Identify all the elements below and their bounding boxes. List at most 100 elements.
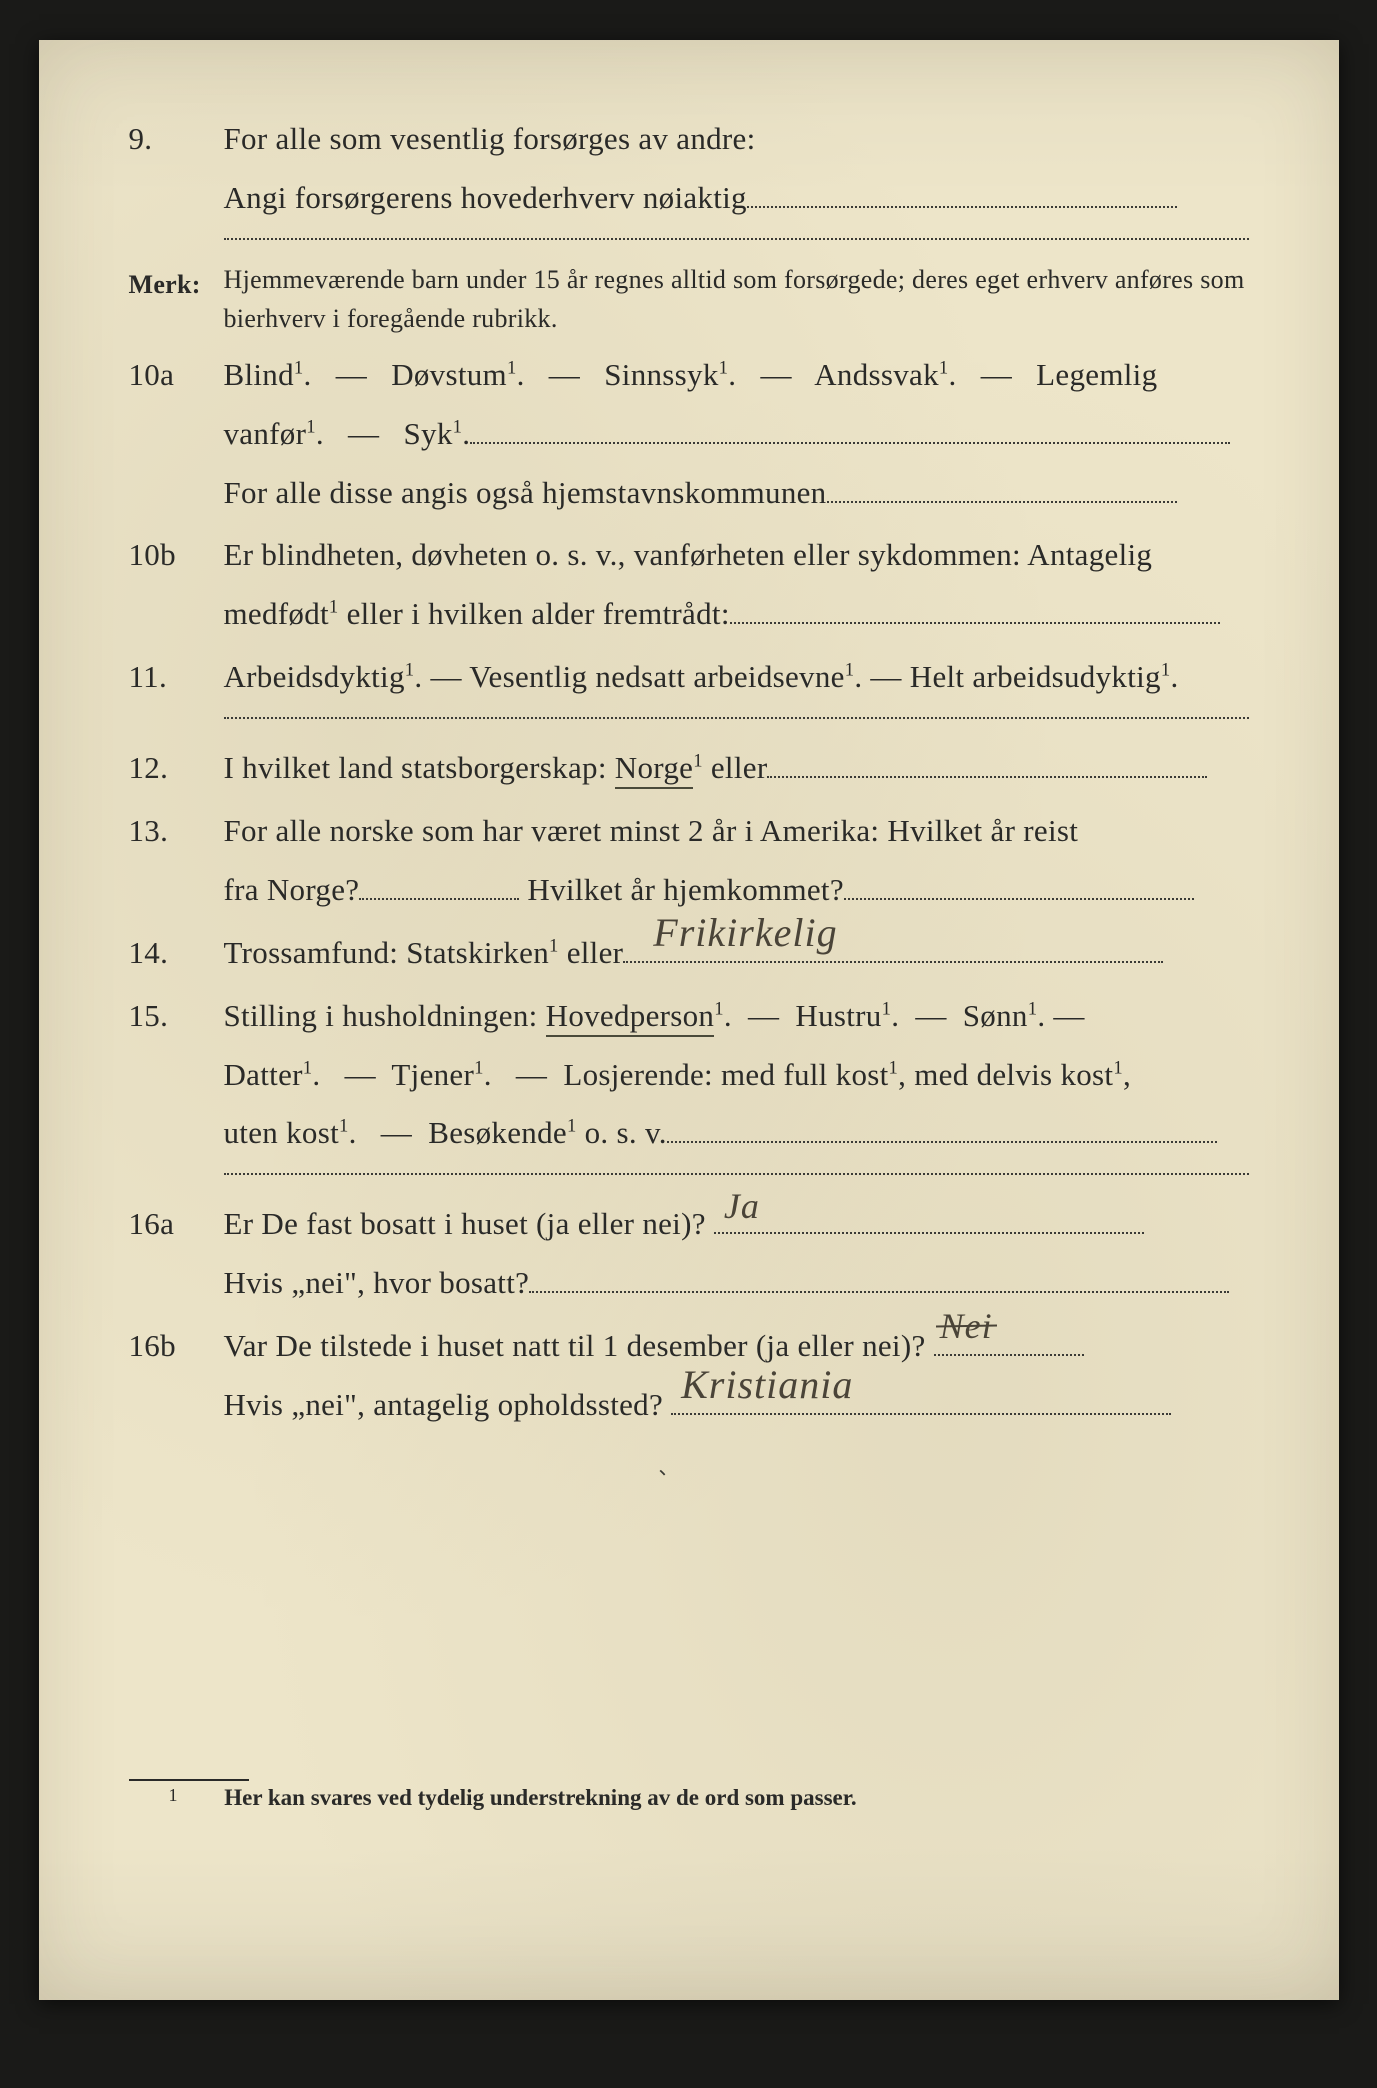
question-10a: 10a Blind1. — Døvstum1. — Sinnssyk1. — A… xyxy=(129,346,1249,523)
q14-or: eller xyxy=(559,935,624,970)
q10b-line1: Er blindheten, døvheten o. s. v., vanfør… xyxy=(224,537,1153,572)
q16a-number: 16a xyxy=(129,1195,224,1254)
q14-fill: Frikirkelig xyxy=(623,933,1163,963)
sup: 1 xyxy=(714,998,724,1019)
sup: 1 xyxy=(889,1057,899,1078)
footnote-number: 1 xyxy=(169,1785,219,1806)
dash: — xyxy=(752,357,799,392)
sup: 1 xyxy=(405,660,415,681)
q10b-fill xyxy=(730,594,1220,624)
q12-fill xyxy=(767,748,1207,778)
q11-c: Helt arbeidsudyktig xyxy=(910,659,1161,694)
sup: 1 xyxy=(474,1057,484,1078)
sup: 1 xyxy=(339,1116,349,1137)
q10a-syk: Syk xyxy=(404,416,453,451)
sup: 1 xyxy=(719,357,729,378)
q9-line2: Angi forsørgerens hovederhverv nøiaktig xyxy=(224,180,747,215)
q15-datter: Datter xyxy=(224,1057,303,1092)
sup: 1 xyxy=(693,751,703,772)
q16a-line2: Hvis „nei", hvor bosatt? xyxy=(224,1265,530,1300)
q10a-opt1: Blind xyxy=(224,357,294,392)
q15-body: Stilling i husholdningen: Hovedperson1. … xyxy=(224,987,1249,1164)
sup: 1 xyxy=(567,1116,577,1137)
q16b-fill-1: Nei xyxy=(934,1326,1084,1356)
q15-fill xyxy=(667,1114,1217,1144)
note-merk: Merk: Hjemmeværende barn under 15 år reg… xyxy=(129,260,1249,338)
q9-rule xyxy=(224,238,1249,240)
q15-besok: Besøkende xyxy=(428,1115,567,1150)
footnote: 1 Her kan svares ved tydelig understrekn… xyxy=(129,1785,1249,1811)
question-10b: 10b Er blindheten, døvheten o. s. v., va… xyxy=(129,526,1249,644)
q10a-fill-2 xyxy=(827,473,1177,503)
sup: 1 xyxy=(507,357,517,378)
q15-uten: uten kost xyxy=(224,1115,340,1150)
q9-body: For alle som vesentlig forsørges av andr… xyxy=(224,110,1249,228)
q10a-vanfor: vanfør xyxy=(224,416,307,451)
q16b-line2: Hvis „nei", antagelig opholdssted? xyxy=(224,1387,672,1422)
footnote-text: Her kan svares ved tydelig understreknin… xyxy=(224,1785,856,1810)
q16b-number: 16b xyxy=(129,1317,224,1376)
q11-body: Arbeidsdyktig1. — Vesentlig nedsatt arbe… xyxy=(224,648,1249,707)
dash: — xyxy=(328,357,375,392)
stray-mark: 、 xyxy=(659,1451,679,1480)
q12-or: eller xyxy=(703,750,768,785)
q15-hoved-underlined: Hovedperson xyxy=(546,998,715,1037)
document-page: 9. For alle som vesentlig forsørges av a… xyxy=(39,40,1339,2000)
q10a-opt3: Sinnssyk xyxy=(604,357,718,392)
q9-fill-line xyxy=(747,178,1177,208)
q14-answer: Frikirkelig xyxy=(653,895,837,971)
q12-norge-underlined: Norge xyxy=(615,750,693,789)
question-16b: 16b Var De tilstede i huset natt til 1 d… xyxy=(129,1317,1249,1435)
q15-tjener: Tjener xyxy=(391,1057,474,1092)
q16a-body: Er De fast bosatt i huset (ja eller nei)… xyxy=(224,1195,1249,1313)
question-14: 14. Trossamfund: Statskirken1 eller Frik… xyxy=(129,924,1249,983)
q11-rule xyxy=(224,717,1249,719)
q13-fill-2 xyxy=(844,870,1194,900)
q10a-opt4: Andssvak xyxy=(814,357,939,392)
q10a-line3: For alle disse angis også hjemstavnskomm… xyxy=(224,475,827,510)
question-11: 11. Arbeidsdyktig1. — Vesentlig nedsatt … xyxy=(129,648,1249,707)
q10a-fill-1 xyxy=(470,414,1230,444)
q15-lead: Stilling i husholdningen: xyxy=(224,998,546,1033)
q9-number: 9. xyxy=(129,110,224,169)
dash: — xyxy=(541,357,588,392)
sup: 1 xyxy=(845,660,855,681)
merk-label: Merk: xyxy=(129,260,224,309)
sup: 1 xyxy=(549,935,559,956)
sup: 1 xyxy=(1028,998,1038,1019)
sup: 1 xyxy=(453,416,463,437)
q16b-body: Var De tilstede i huset natt til 1 desem… xyxy=(224,1317,1249,1435)
sup: 1 xyxy=(303,1057,313,1078)
q12-norge: Norge xyxy=(615,750,693,785)
q16a-q: Er De fast bosatt i huset (ja eller nei)… xyxy=(224,1206,714,1241)
dash: — xyxy=(973,357,1020,392)
sup: 1 xyxy=(294,357,304,378)
q15-number: 15. xyxy=(129,987,224,1046)
q15-delvis: , med delvis kost xyxy=(898,1057,1113,1092)
q10a-opt5: Legemlig xyxy=(1036,357,1157,392)
q15-sonn: Sønn xyxy=(963,998,1028,1033)
q12-text: I hvilket land statsborgerskap: xyxy=(224,750,615,785)
q15-osv: o. s. v. xyxy=(577,1115,667,1150)
q10b-line2b: eller i hvilken alder fremtrådt: xyxy=(339,596,730,631)
sup: 1 xyxy=(1113,1057,1123,1078)
footnote-rule xyxy=(129,1779,249,1781)
q14-a: Trossamfund: Statskirken xyxy=(224,935,550,970)
q9-line1: For alle som vesentlig forsørges av andr… xyxy=(224,121,756,156)
q13-number: 13. xyxy=(129,802,224,861)
bottom-spacer xyxy=(129,1439,1249,1779)
q10a-opt2: Døvstum xyxy=(391,357,507,392)
q16b-fill-2: Kristiania xyxy=(671,1385,1171,1415)
sup: 1 xyxy=(939,357,949,378)
merk-text: Hjemmeværende barn under 15 år regnes al… xyxy=(224,260,1249,338)
question-15: 15. Stilling i husholdningen: Hovedperso… xyxy=(129,987,1249,1164)
q16b-answer: Nei xyxy=(940,1292,993,1360)
q15-hoved: Hovedperson xyxy=(546,998,715,1033)
q15-losj: Losjerende: med full kost xyxy=(563,1057,888,1092)
question-16a: 16a Er De fast bosatt i huset (ja eller … xyxy=(129,1195,1249,1313)
q16b-answer2: Kristiania xyxy=(681,1347,853,1423)
question-12: 12. I hvilket land statsborgerskap: Norg… xyxy=(129,739,1249,798)
q10b-body: Er blindheten, døvheten o. s. v., vanfør… xyxy=(224,526,1249,644)
q10b-medfodt: medfødt xyxy=(224,596,329,631)
q10a-number: 10a xyxy=(129,346,224,405)
